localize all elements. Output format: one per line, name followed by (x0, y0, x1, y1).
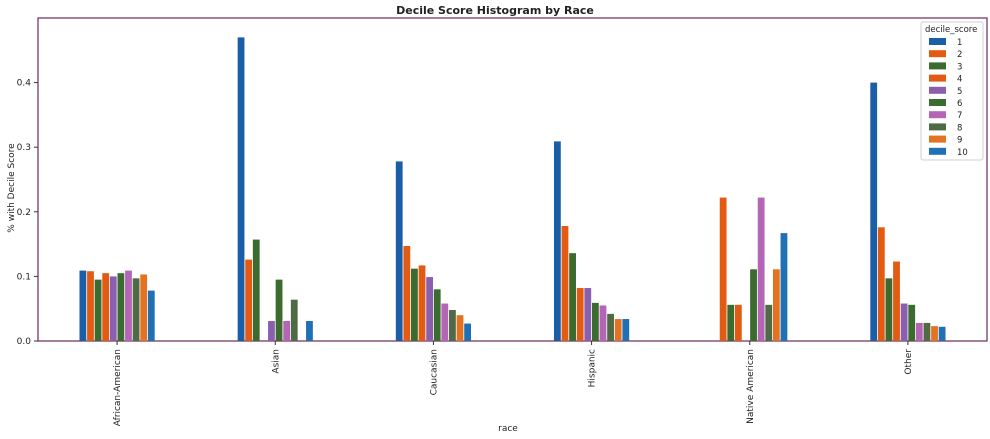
legend-swatch-4 (929, 74, 946, 82)
bar-5 (584, 288, 592, 341)
y-tick-label: 0.0 (17, 337, 32, 347)
bar-8 (765, 304, 773, 341)
bar-5 (900, 303, 908, 341)
bar-5 (109, 276, 117, 341)
bar-6 (908, 304, 916, 341)
bar-6 (433, 289, 441, 341)
bar-4 (102, 273, 110, 341)
bar-1 (870, 82, 878, 341)
legend-label-3: 3 (957, 62, 962, 72)
legend-label-2: 2 (957, 50, 962, 60)
bar-7 (125, 270, 132, 341)
bar-5 (268, 320, 275, 341)
bar-6 (750, 269, 757, 341)
legend-swatch-6 (929, 99, 946, 106)
bar-9 (772, 269, 780, 341)
legend-label-8: 8 (957, 123, 962, 133)
x-axis-label: race (498, 424, 518, 434)
bar-1 (553, 141, 561, 341)
bar-9 (140, 274, 148, 341)
bar-9 (614, 319, 622, 341)
x-tick-label: Hispanic (588, 349, 598, 387)
bar-2 (245, 259, 253, 341)
bar-2 (403, 246, 411, 341)
bar-7 (599, 305, 607, 341)
bar-3 (94, 279, 102, 341)
bar-6 (275, 279, 283, 341)
x-tick-label: African-American (113, 349, 123, 426)
bar-6 (117, 273, 125, 341)
bar-4 (418, 265, 426, 341)
legend-swatch-10 (929, 147, 946, 155)
x-tick-label: Asian (271, 349, 281, 374)
bar-10 (306, 320, 313, 341)
bar-8 (607, 313, 614, 341)
legend-label-9: 9 (957, 136, 962, 146)
bar-10 (780, 233, 788, 341)
bar-8 (132, 278, 140, 341)
x-tick-label: Other (904, 349, 914, 375)
bar-5 (426, 277, 434, 341)
legend-swatch-7 (929, 111, 946, 119)
bar-4 (576, 288, 584, 341)
bar-4 (734, 304, 742, 341)
y-tick-label: 0.4 (17, 79, 32, 89)
bar-2 (877, 227, 885, 341)
legend-swatch-9 (929, 135, 946, 143)
bar-3 (885, 278, 893, 341)
legend-swatch-5 (929, 86, 946, 94)
legend-label-10: 10 (957, 148, 968, 158)
bar-7 (757, 197, 765, 341)
x-tick-label: Caucasian (429, 349, 439, 395)
y-axis-label: % with Decile Score (7, 143, 17, 233)
legend-label-1: 1 (957, 38, 962, 48)
bar-2 (561, 226, 569, 341)
legend-label-7: 7 (957, 111, 962, 121)
x-tick-label: Native American (746, 349, 756, 424)
bar-3 (727, 304, 735, 341)
bar-7 (441, 303, 449, 341)
bar-4 (893, 261, 900, 341)
bar-8 (290, 299, 298, 341)
legend-swatch-2 (929, 50, 946, 58)
bar-9 (456, 315, 464, 341)
bar-2 (719, 197, 727, 341)
legend-label-5: 5 (957, 87, 962, 97)
bar-7 (283, 320, 291, 341)
legend-title: decile_score (925, 25, 977, 35)
bar-1 (79, 270, 87, 341)
legend-swatch-8 (929, 123, 946, 131)
bar-1 (237, 37, 245, 341)
bar-10 (938, 326, 946, 341)
bar-3 (411, 268, 418, 341)
bar-2 (87, 271, 94, 341)
chart-title: Decile Score Histogram by Race (396, 4, 594, 17)
bar-10 (147, 290, 155, 341)
bar-6 (591, 302, 599, 341)
legend-label-6: 6 (957, 99, 962, 109)
legend-swatch-3 (929, 62, 946, 70)
y-tick-label: 0.1 (17, 272, 31, 282)
bar-8 (449, 309, 456, 341)
bar-7 (915, 322, 923, 341)
legend-label-4: 4 (957, 75, 962, 85)
bar-8 (923, 322, 931, 341)
bar-1 (395, 161, 403, 341)
bar-10 (464, 323, 472, 341)
bar-9 (931, 326, 938, 341)
y-tick-label: 0.2 (17, 208, 31, 218)
bar-3 (569, 253, 576, 341)
y-tick-label: 0.3 (17, 143, 31, 153)
bar-10 (622, 319, 630, 341)
plot-frame (37, 17, 988, 342)
legend-swatch-1 (929, 38, 946, 45)
bar-3 (252, 239, 260, 341)
